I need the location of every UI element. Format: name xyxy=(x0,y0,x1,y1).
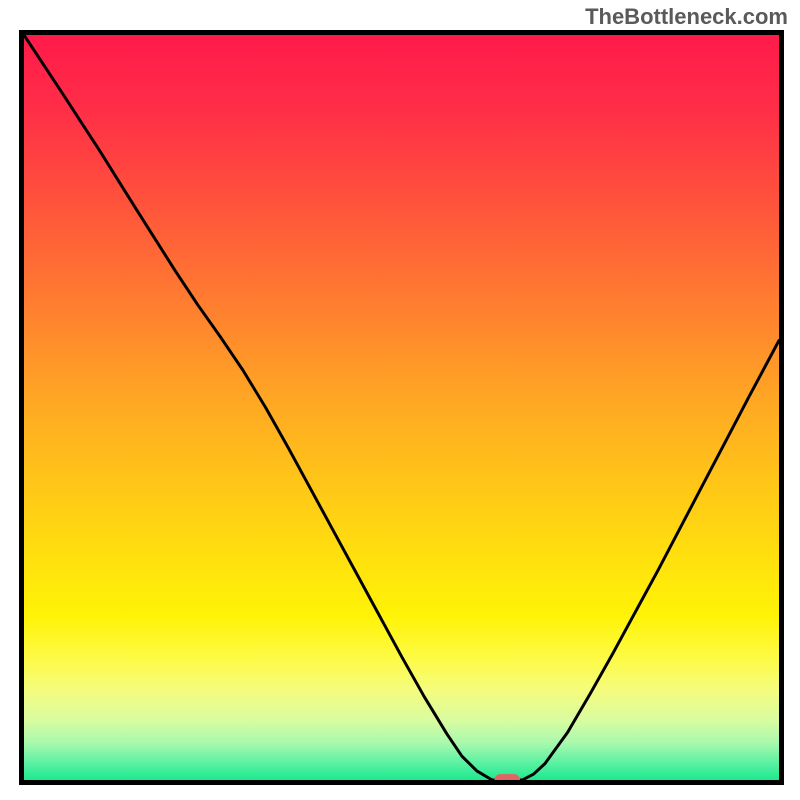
bottleneck-curve xyxy=(24,35,779,780)
curve-layer xyxy=(24,35,779,780)
plot-area xyxy=(19,30,784,785)
watermark-text: TheBottleneck.com xyxy=(585,4,788,30)
chart-container: TheBottleneck.com xyxy=(0,0,800,800)
optimum-marker xyxy=(494,774,520,780)
